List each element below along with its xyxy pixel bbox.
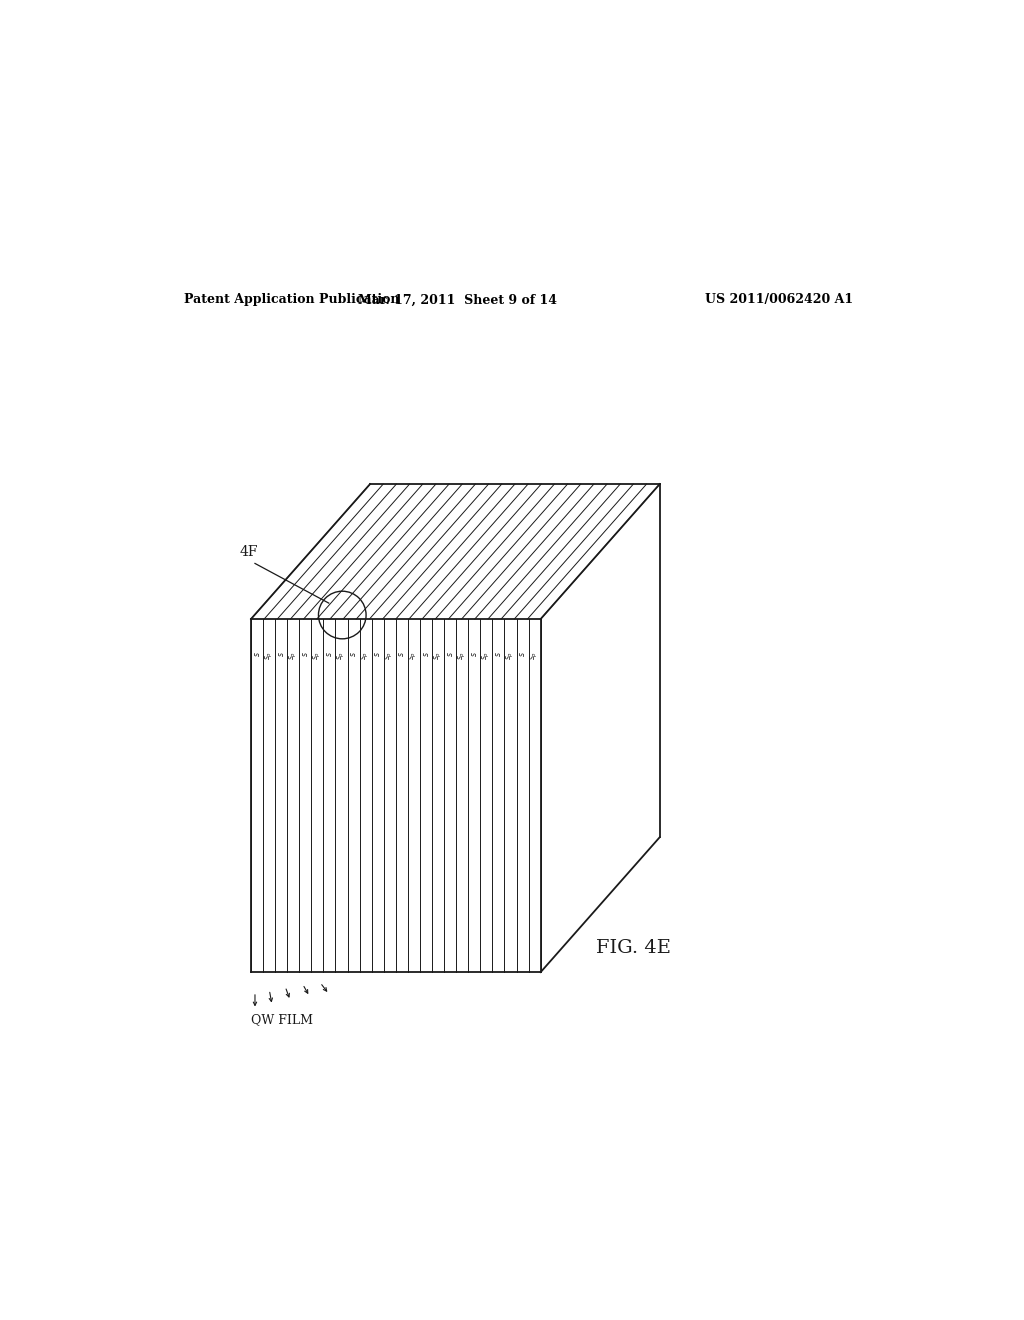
Text: $s$: $s$ xyxy=(518,651,527,656)
Text: $s$: $s$ xyxy=(276,651,286,656)
Text: $s$: $s$ xyxy=(422,651,430,656)
Text: $s_p$: $s_p$ xyxy=(263,651,274,660)
Text: $s_p$: $s_p$ xyxy=(432,651,443,660)
Text: $s_p$: $s_p$ xyxy=(409,651,420,660)
Text: Mar. 17, 2011  Sheet 9 of 14: Mar. 17, 2011 Sheet 9 of 14 xyxy=(357,293,557,306)
Text: $s_p$: $s_p$ xyxy=(312,651,323,660)
Text: $s$: $s$ xyxy=(494,651,503,656)
Text: $s$: $s$ xyxy=(253,651,261,656)
Text: $s_p$: $s_p$ xyxy=(288,651,299,660)
Polygon shape xyxy=(251,619,541,972)
Text: $s$: $s$ xyxy=(397,651,407,656)
Text: $s$: $s$ xyxy=(373,651,382,656)
Text: $s_p$: $s_p$ xyxy=(360,651,372,660)
Text: $s_p$: $s_p$ xyxy=(505,651,516,660)
Polygon shape xyxy=(541,484,659,972)
Text: FIG. 4E: FIG. 4E xyxy=(596,940,671,957)
Text: $s_p$: $s_p$ xyxy=(384,651,395,660)
Text: $s$: $s$ xyxy=(325,651,334,656)
Text: $s_p$: $s_p$ xyxy=(529,651,541,660)
Text: $s$: $s$ xyxy=(349,651,358,656)
Text: Patent Application Publication: Patent Application Publication xyxy=(183,293,399,306)
Polygon shape xyxy=(251,484,659,619)
Text: $s_p$: $s_p$ xyxy=(336,651,347,660)
Text: $s$: $s$ xyxy=(445,651,455,656)
Text: 4F: 4F xyxy=(240,545,258,560)
Text: $s_p$: $s_p$ xyxy=(481,651,492,660)
Text: US 2011/0062420 A1: US 2011/0062420 A1 xyxy=(705,293,853,306)
Text: $s$: $s$ xyxy=(470,651,479,656)
Text: QW FILM: QW FILM xyxy=(251,1014,313,1027)
Text: $s_p$: $s_p$ xyxy=(457,651,468,660)
Text: $s$: $s$ xyxy=(301,651,310,656)
